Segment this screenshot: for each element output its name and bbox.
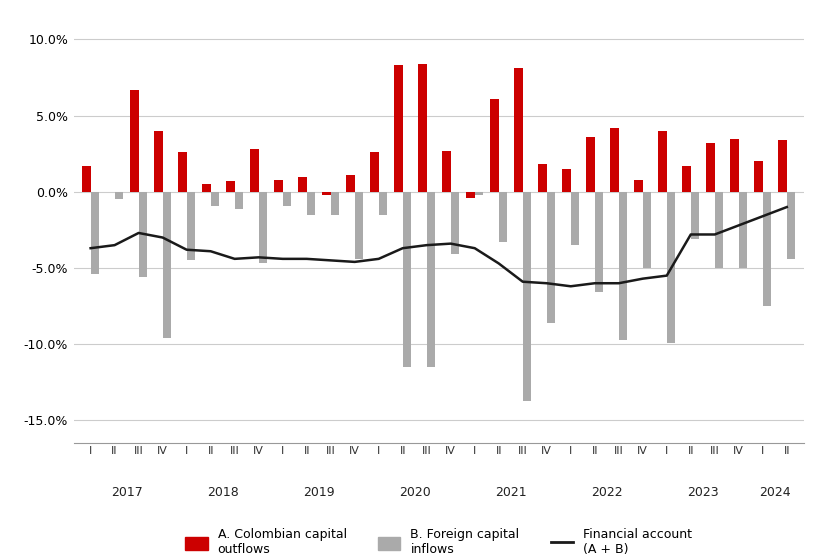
Bar (306, 192, 314, 214)
Bar (441, 151, 450, 192)
Bar (642, 192, 650, 268)
Bar (658, 131, 666, 192)
Bar (394, 65, 402, 192)
Bar (546, 192, 554, 323)
Bar (562, 169, 570, 192)
Bar (762, 192, 770, 306)
Bar (346, 175, 355, 192)
Bar (90, 192, 99, 274)
Bar (786, 192, 794, 259)
Text: 2023: 2023 (686, 486, 717, 499)
Bar (330, 192, 339, 214)
Bar (283, 192, 291, 206)
Bar (690, 192, 699, 239)
Bar (250, 149, 258, 192)
Bar (154, 131, 162, 192)
Bar (705, 143, 714, 192)
Bar (355, 192, 363, 259)
Bar (522, 192, 531, 401)
Bar (115, 192, 123, 199)
Bar (714, 192, 722, 268)
Bar (681, 166, 690, 192)
Bar (666, 192, 674, 342)
Bar (498, 192, 506, 242)
Bar (274, 179, 283, 192)
Text: 2024: 2024 (758, 486, 790, 499)
Bar (609, 128, 618, 192)
Bar (370, 152, 378, 192)
Bar (618, 192, 627, 340)
Bar (586, 137, 594, 192)
Bar (570, 192, 578, 245)
Bar (298, 177, 306, 192)
Bar (777, 140, 786, 192)
Bar (594, 192, 603, 293)
Bar (130, 90, 138, 192)
Bar (322, 192, 330, 195)
Bar (187, 192, 195, 260)
Bar (490, 99, 498, 192)
Legend: A. Colombian capital
outflows, B. Foreign capital
inflows, Financial account
(A : A. Colombian capital outflows, B. Foreig… (185, 529, 691, 554)
Bar (258, 192, 267, 264)
Bar (426, 192, 435, 367)
Bar (178, 152, 187, 192)
Text: 2017: 2017 (111, 486, 143, 499)
Bar (138, 192, 147, 277)
Bar (402, 192, 410, 367)
Bar (226, 181, 234, 192)
Bar (474, 192, 482, 195)
Bar (162, 192, 171, 338)
Bar (634, 179, 642, 192)
Bar (514, 68, 522, 192)
Text: 2020: 2020 (398, 486, 430, 499)
Bar (82, 166, 90, 192)
Bar (730, 138, 738, 192)
Bar (738, 192, 746, 268)
Bar (466, 192, 474, 198)
Bar (450, 192, 459, 254)
Bar (234, 192, 242, 209)
Text: 2018: 2018 (206, 486, 238, 499)
Text: 2021: 2021 (495, 486, 526, 499)
Bar (378, 192, 387, 214)
Text: 2019: 2019 (302, 486, 334, 499)
Bar (210, 192, 219, 206)
Bar (202, 184, 210, 192)
Bar (537, 165, 546, 192)
Text: 2022: 2022 (590, 486, 622, 499)
Bar (418, 64, 426, 192)
Bar (753, 161, 762, 192)
